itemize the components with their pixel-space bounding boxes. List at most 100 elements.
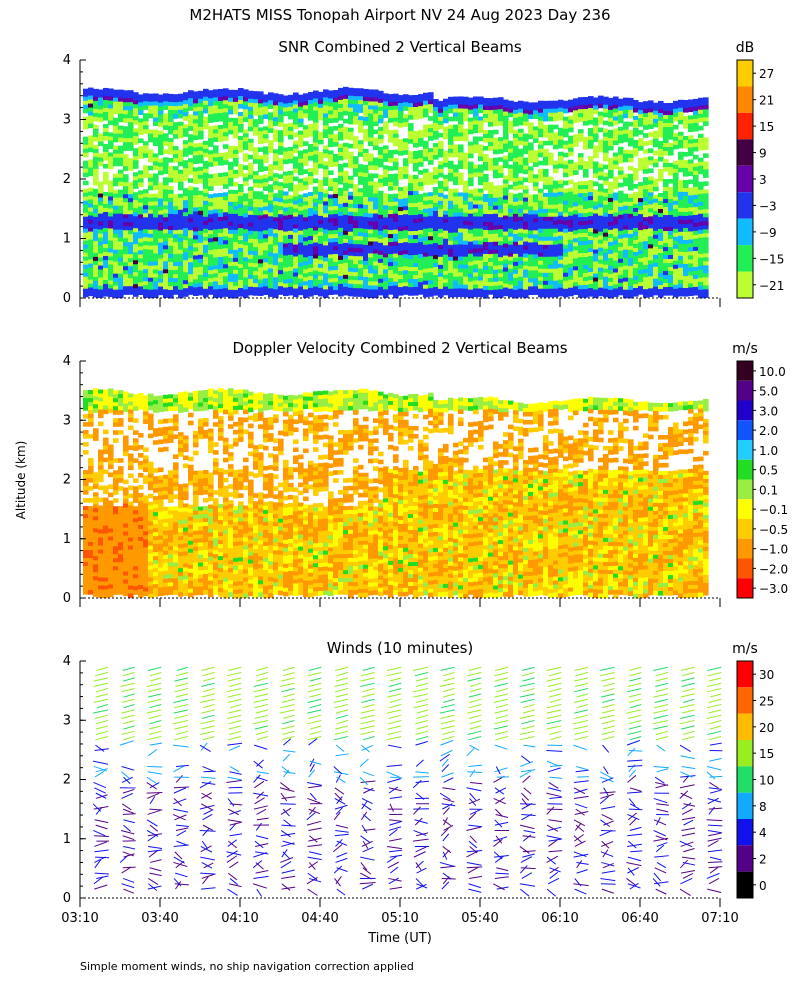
heatmap-cell <box>463 100 469 106</box>
heatmap-cell <box>248 190 254 196</box>
heatmap-cell <box>438 224 444 230</box>
heatmap-cell <box>143 201 149 206</box>
heatmap-cell <box>478 128 484 134</box>
heatmap-cell <box>223 248 229 253</box>
heatmap-cell <box>588 244 594 249</box>
heatmap-cell <box>343 186 349 192</box>
heatmap-cell <box>323 213 329 218</box>
x-axis-label: Time (UT) <box>367 931 432 946</box>
heatmap-cell <box>608 289 614 295</box>
heatmap-cell <box>388 286 394 291</box>
heatmap-cell <box>213 89 219 94</box>
heatmap-cell <box>323 273 329 278</box>
heatmap-cell <box>513 177 519 183</box>
heatmap-cell <box>508 216 514 222</box>
heatmap-cell <box>543 292 549 298</box>
heatmap-cell <box>358 180 364 185</box>
heatmap-cell <box>283 175 289 181</box>
heatmap-cell <box>418 162 424 167</box>
heatmap-cell <box>123 278 129 283</box>
heatmap-cell <box>338 115 344 121</box>
heatmap-cell <box>278 218 284 223</box>
heatmap-cell <box>293 264 299 270</box>
heatmap-cell <box>603 216 609 222</box>
heatmap-cell <box>323 237 329 242</box>
heatmap-cell <box>278 278 284 283</box>
heatmap-cell <box>293 148 299 154</box>
heatmap-cell <box>488 250 494 255</box>
heatmap-cell <box>268 212 274 217</box>
heatmap-cell <box>108 88 114 94</box>
heatmap-cell <box>293 228 299 234</box>
heatmap-cell <box>463 272 469 278</box>
heatmap-cell <box>548 220 554 226</box>
heatmap-cell <box>203 284 209 290</box>
heatmap-cell <box>378 274 384 280</box>
heatmap-cell <box>623 121 629 127</box>
heatmap-cell <box>638 142 644 147</box>
heatmap-cell <box>183 116 189 121</box>
heatmap-cell <box>173 166 179 171</box>
heatmap-cell <box>433 199 439 204</box>
heatmap-cell <box>233 169 239 175</box>
heatmap-cell <box>498 137 504 142</box>
heatmap-cell <box>358 260 364 265</box>
heatmap-cell <box>378 290 384 296</box>
heatmap-cell <box>608 217 614 223</box>
heatmap-cell <box>203 208 209 214</box>
heatmap-cell <box>543 112 549 118</box>
heatmap-cell <box>568 119 574 125</box>
heatmap-cell <box>198 134 204 140</box>
heatmap-cell <box>288 250 294 256</box>
heatmap-cell <box>448 176 454 182</box>
heatmap-cell <box>108 116 114 122</box>
heatmap-cell <box>183 284 189 289</box>
heatmap-cell <box>123 178 129 183</box>
heatmap-cell <box>518 208 524 214</box>
heatmap-cell <box>528 270 534 276</box>
heatmap-cell <box>253 99 259 104</box>
heatmap-cell <box>538 176 544 182</box>
heatmap-cell <box>428 128 434 133</box>
heatmap-cell <box>123 130 129 135</box>
heatmap-cell <box>313 142 319 148</box>
heatmap-cell <box>568 259 574 265</box>
heatmap-cell <box>418 198 424 203</box>
heatmap-cell <box>538 252 544 258</box>
heatmap-cell <box>173 146 179 151</box>
heatmap-cell <box>118 137 124 143</box>
heatmap-cell <box>593 257 599 263</box>
heatmap-cell <box>388 182 394 187</box>
heatmap-cell <box>148 265 154 271</box>
heatmap-cell <box>183 256 189 261</box>
heatmap-cell <box>513 149 519 155</box>
heatmap-cell <box>618 166 624 172</box>
heatmap-cell <box>473 164 479 170</box>
heatmap-cell <box>258 111 264 116</box>
heatmap-cell <box>563 124 569 130</box>
heatmap-cell <box>518 112 524 118</box>
heatmap-cell <box>108 140 114 146</box>
heatmap-cell <box>93 192 99 198</box>
heatmap-cell <box>188 234 194 239</box>
heatmap-cell <box>333 190 339 195</box>
heatmap-cell <box>553 288 559 294</box>
heatmap-cell <box>483 213 489 219</box>
heatmap-cell <box>88 167 94 173</box>
heatmap-cell <box>523 213 529 219</box>
heatmap-cell <box>163 257 169 262</box>
heatmap-cell <box>328 250 334 256</box>
heatmap-cell <box>478 228 484 234</box>
heatmap-cell <box>93 248 99 254</box>
heatmap-cell <box>118 241 124 247</box>
heatmap-cell <box>613 160 619 166</box>
heatmap-cell <box>233 109 239 115</box>
heatmap-cell <box>358 240 364 245</box>
heatmap-cell <box>423 256 429 262</box>
heatmap-cell <box>268 280 274 285</box>
heatmap-cell <box>513 101 519 107</box>
heatmap-cell <box>213 181 219 186</box>
heatmap-cell <box>413 135 419 140</box>
heatmap-cell <box>403 190 409 195</box>
heatmap-cell <box>218 220 224 226</box>
